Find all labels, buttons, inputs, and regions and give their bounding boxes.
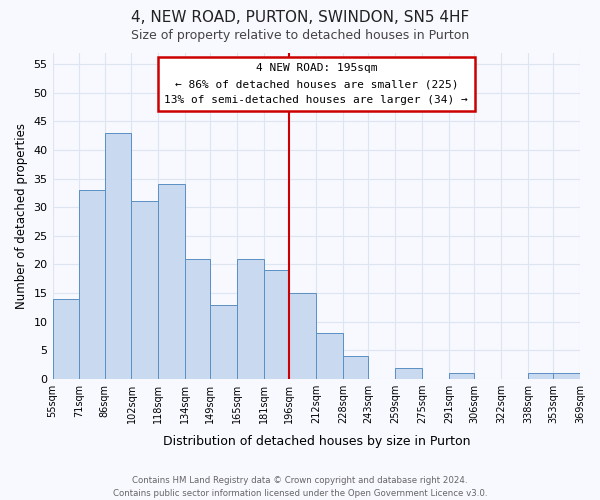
Bar (238, 258, 264, 379)
Bar (131, 202, 158, 379)
Text: Size of property relative to detached houses in Purton: Size of property relative to detached ho… (131, 29, 469, 42)
Bar (528, 374, 553, 379)
Text: Contains HM Land Registry data © Crown copyright and database right 2024.
Contai: Contains HM Land Registry data © Crown c… (113, 476, 487, 498)
Bar (264, 270, 289, 379)
Bar (289, 293, 316, 379)
Bar (395, 368, 422, 379)
Bar (79, 190, 104, 379)
Text: 4 NEW ROAD: 195sqm
← 86% of detached houses are smaller (225)
13% of semi-detach: 4 NEW ROAD: 195sqm ← 86% of detached hou… (164, 64, 468, 104)
Y-axis label: Number of detached properties: Number of detached properties (15, 123, 28, 309)
Bar (53, 299, 79, 379)
Bar (158, 184, 185, 379)
Bar (449, 374, 474, 379)
Bar (104, 132, 131, 379)
Bar (553, 374, 580, 379)
Text: 4, NEW ROAD, PURTON, SWINDON, SN5 4HF: 4, NEW ROAD, PURTON, SWINDON, SN5 4HF (131, 10, 469, 25)
Bar (185, 258, 211, 379)
Bar (211, 304, 238, 379)
Bar (316, 333, 343, 379)
X-axis label: Distribution of detached houses by size in Purton: Distribution of detached houses by size … (163, 434, 470, 448)
Bar (343, 356, 368, 379)
